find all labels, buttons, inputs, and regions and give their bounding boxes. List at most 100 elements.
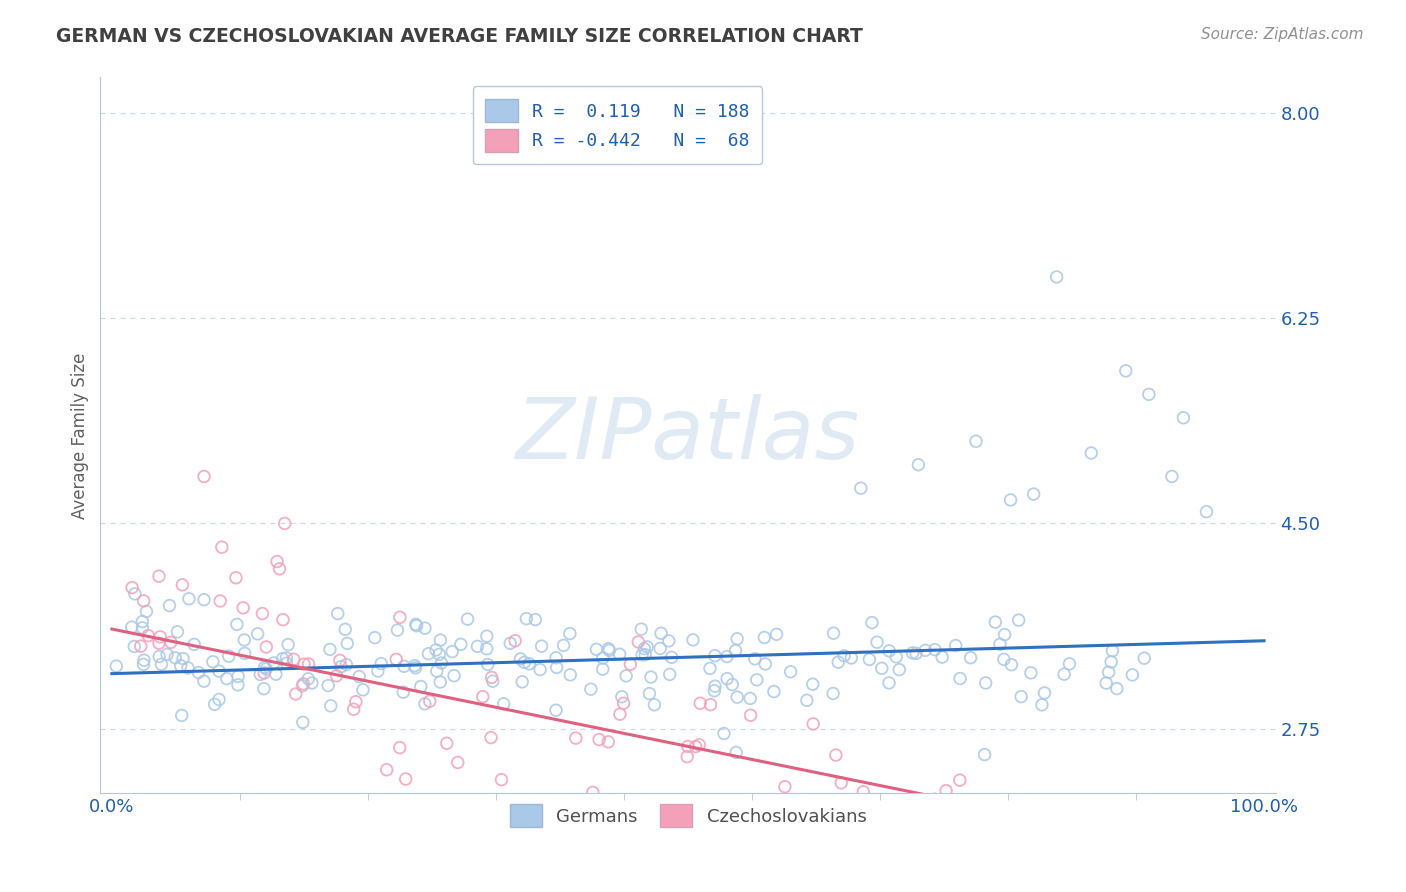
Point: [703, 648, 725, 663]
Point: [160, 635, 183, 649]
Point: [650, 626, 672, 640]
Point: [225, 571, 247, 585]
Point: [721, 677, 744, 691]
Point: [965, 434, 987, 449]
Point: [208, 664, 231, 678]
Point: [824, 747, 846, 762]
Point: [823, 626, 845, 640]
Point: [254, 662, 277, 676]
Text: Source: ZipAtlas.com: Source: ZipAtlas.com: [1201, 27, 1364, 42]
Point: [271, 613, 294, 627]
Point: [773, 780, 796, 794]
Point: [592, 651, 614, 665]
Point: [387, 623, 409, 637]
Point: [740, 691, 762, 706]
Point: [105, 659, 128, 673]
Point: [253, 665, 276, 680]
Point: [225, 617, 247, 632]
Point: [301, 676, 323, 690]
Point: [419, 694, 441, 708]
Point: [208, 692, 231, 706]
Point: [1022, 487, 1045, 501]
Point: [901, 646, 924, 660]
Point: [447, 756, 470, 770]
Point: [226, 669, 249, 683]
Point: [121, 620, 143, 634]
Point: [614, 669, 637, 683]
Point: [129, 639, 152, 653]
Point: [479, 731, 502, 745]
Point: [375, 763, 398, 777]
Point: [654, 810, 676, 824]
Point: [209, 594, 232, 608]
Point: [226, 678, 249, 692]
Point: [924, 642, 946, 657]
Point: [121, 581, 143, 595]
Point: [905, 646, 928, 660]
Point: [475, 641, 498, 656]
Point: [450, 637, 472, 651]
Point: [418, 647, 440, 661]
Point: [598, 641, 620, 656]
Point: [832, 648, 855, 663]
Point: [131, 615, 153, 629]
Point: [766, 809, 789, 823]
Point: [744, 652, 766, 666]
Point: [517, 657, 540, 671]
Point: [201, 655, 224, 669]
Point: [246, 627, 269, 641]
Point: [1031, 698, 1053, 712]
Point: [352, 682, 374, 697]
Point: [277, 638, 299, 652]
Point: [253, 660, 276, 674]
Text: ZIPatlas: ZIPatlas: [516, 394, 860, 477]
Point: [858, 652, 880, 666]
Point: [266, 554, 288, 568]
Point: [481, 670, 503, 684]
Point: [1059, 657, 1081, 671]
Point: [441, 644, 464, 658]
Point: [1121, 668, 1143, 682]
Point: [276, 657, 298, 671]
Point: [914, 643, 936, 657]
Point: [254, 640, 277, 654]
Point: [249, 667, 271, 681]
Point: [233, 646, 256, 660]
Point: [253, 681, 276, 696]
Point: [544, 703, 567, 717]
Point: [553, 638, 575, 652]
Point: [499, 636, 522, 650]
Point: [984, 615, 1007, 629]
Point: [177, 591, 200, 606]
Point: [754, 657, 776, 671]
Point: [166, 624, 188, 639]
Point: [467, 640, 489, 654]
Point: [973, 747, 995, 762]
Point: [529, 663, 551, 677]
Point: [132, 657, 155, 672]
Point: [945, 639, 967, 653]
Point: [610, 690, 633, 704]
Point: [813, 803, 835, 817]
Point: [150, 657, 173, 672]
Text: GERMAN VS CZECHOSLOVAKIAN AVERAGE FAMILY SIZE CORRELATION CHART: GERMAN VS CZECHOSLOVAKIAN AVERAGE FAMILY…: [56, 27, 863, 45]
Point: [643, 698, 665, 712]
Point: [395, 772, 418, 786]
Point: [427, 648, 450, 662]
Point: [283, 652, 305, 666]
Point: [204, 698, 226, 712]
Point: [524, 613, 547, 627]
Point: [429, 633, 451, 648]
Point: [1097, 665, 1119, 680]
Point: [388, 610, 411, 624]
Point: [475, 629, 498, 643]
Point: [367, 664, 389, 678]
Point: [297, 672, 319, 686]
Point: [1133, 651, 1156, 665]
Point: [132, 594, 155, 608]
Point: [404, 658, 426, 673]
Point: [443, 668, 465, 682]
Point: [413, 621, 436, 635]
Point: [924, 792, 946, 806]
Point: [993, 652, 1015, 666]
